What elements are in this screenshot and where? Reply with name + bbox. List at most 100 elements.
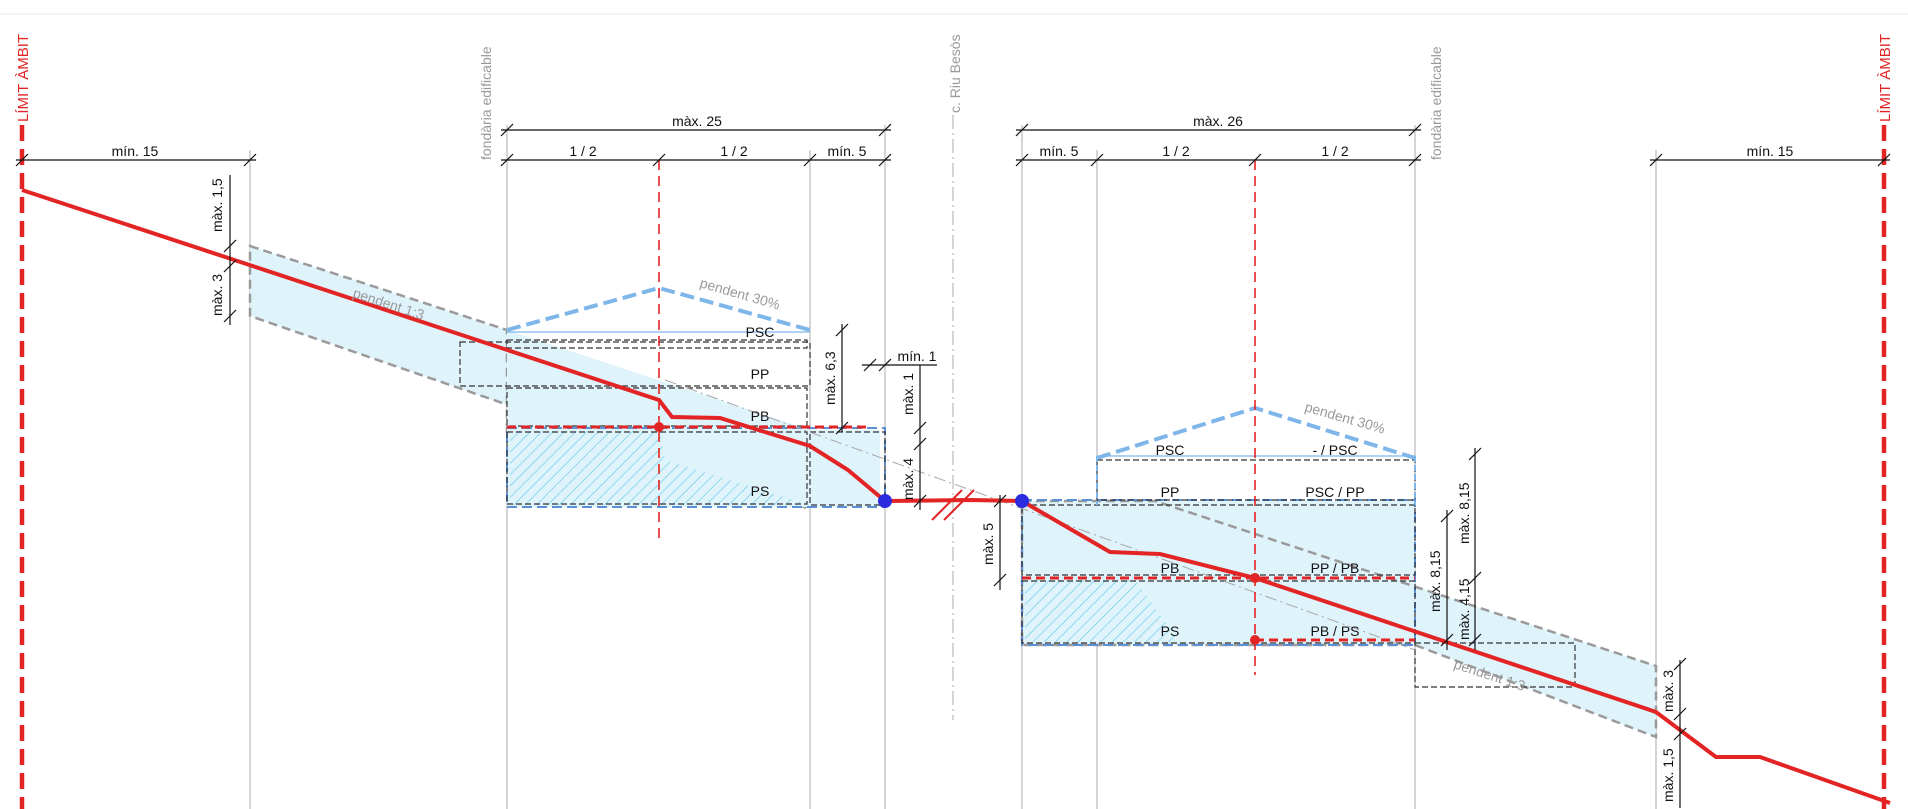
left-axis-point: [654, 422, 664, 432]
left-max-3-text: màx. 3: [209, 274, 225, 316]
right-min-5-text: mín. 5: [1040, 143, 1079, 159]
dim-tick: [835, 323, 849, 337]
right-half-2-text: 1 / 2: [1321, 143, 1348, 159]
right-street-point: [1015, 494, 1029, 508]
dim-tick: [878, 123, 892, 137]
dim-tick: [1408, 153, 1422, 167]
dim-tick: [1468, 447, 1482, 461]
street-label: c. Riu Besòs: [947, 34, 963, 113]
left-ps-label: PS: [751, 483, 770, 499]
pendent-30-right-label: pendent 30%: [1303, 399, 1387, 437]
left-limit-label: LÍMIT ÀMBIT: [15, 34, 32, 122]
dim-tick: [878, 153, 892, 167]
street-break-symbol: [931, 489, 975, 521]
ground-line: [21, 188, 1891, 805]
left-psc-box: [506, 339, 808, 349]
dim-tick: [223, 309, 237, 323]
dim-tick: [993, 494, 1007, 508]
left-half-2-text: 1 / 2: [720, 143, 747, 159]
left-basement-mask: [660, 430, 880, 505]
right-axis-point-low: [1250, 635, 1260, 645]
fondaria-right-label: fondària edificable: [1428, 46, 1444, 160]
right-max-1-5-text: màx. 1,5: [1660, 748, 1676, 802]
right-psc-label: PSC: [1156, 442, 1185, 458]
reference-lines: [249, 125, 1657, 809]
right-setback-text: mín. 15: [1747, 143, 1794, 159]
fondaria-left-label: fondària edificable: [478, 46, 494, 160]
dim-tick: [1877, 153, 1891, 167]
floor-levels: [507, 425, 1415, 642]
right-psc-alt-label: - / PSC: [1312, 442, 1357, 458]
dim-tick: [803, 153, 817, 167]
right-step-box: [1414, 642, 1576, 688]
right-pb-alt-label: PP / PB: [1311, 560, 1360, 576]
left-street-point: [878, 494, 892, 508]
right-max-3-text: màx. 3: [1660, 670, 1676, 712]
left-half-1-text: 1 / 2: [569, 143, 596, 159]
dim-tick: [863, 358, 877, 372]
left-ps-box: [506, 431, 808, 505]
dim-tick: [500, 153, 514, 167]
dim-tick: [1673, 657, 1687, 671]
right-ps-box: [1021, 580, 1416, 644]
right-max-4-15-text: màx. 4,15: [1456, 578, 1472, 640]
right-ps-alt-label: PB / PS: [1310, 623, 1359, 639]
dim-tick: [1248, 153, 1262, 167]
pendent-30-left-label: pendent 30%: [698, 275, 782, 313]
dim-tick: [1468, 633, 1482, 647]
right-pp-box: [1021, 504, 1416, 576]
dim-tick: [913, 494, 927, 508]
right-ps-label: PS: [1161, 623, 1180, 639]
min-1-text: mín. 1: [898, 348, 937, 364]
dim-tick: [243, 153, 257, 167]
right-max-8-15-a-text: màx. 8,15: [1427, 550, 1443, 612]
right-pp-alt-label: PSC / PP: [1305, 484, 1364, 500]
dim-tick: [1015, 123, 1029, 137]
dim-tick: [913, 421, 927, 435]
left-psc-label: PSC: [746, 324, 775, 340]
left-min-5-text: mín. 5: [828, 143, 867, 159]
left-max-1-5-text: màx. 1,5: [209, 178, 225, 232]
dim-tick: [1649, 153, 1663, 167]
left-pp-box: [459, 341, 811, 387]
left-setback-text: mín. 15: [112, 143, 159, 159]
max-5-text: màx. 5: [980, 523, 996, 565]
left-pb-label: PB: [751, 408, 770, 424]
dim-tick: [223, 259, 237, 273]
dim-tick: [500, 123, 514, 137]
left-max-6-3-text: màx. 6,3: [822, 351, 838, 405]
dim-tick: [223, 239, 237, 253]
dim-tick: [1015, 153, 1029, 167]
dim-tick: [1673, 707, 1687, 721]
right-max-8-15-b-text: màx. 8,15: [1456, 482, 1472, 544]
slope-reference-line: [664, 379, 1416, 651]
dim-tick: [993, 573, 1007, 587]
max-4-text: màx. 4: [900, 458, 916, 500]
dim-tick: [1440, 633, 1454, 647]
dim-tick: [1440, 509, 1454, 523]
right-pb-label: PB: [1161, 560, 1180, 576]
right-half-1-text: 1 / 2: [1162, 143, 1189, 159]
dim-tick: [1408, 123, 1422, 137]
right-limit-label: LÍMIT ÀMBIT: [1877, 34, 1894, 122]
dimension-lines: [15, 123, 1891, 808]
right-axis-point: [1250, 573, 1260, 583]
dim-tick: [1090, 153, 1104, 167]
max-1-text: màx. 1: [900, 373, 916, 415]
right-basement-mask: [1135, 580, 1255, 642]
right-psc-box: [1096, 459, 1416, 501]
left-roof-line: [506, 285, 811, 332]
right-total-text: màx. 26: [1193, 113, 1243, 129]
break-line: [931, 489, 963, 521]
dim-tick: [878, 358, 892, 372]
right-pp-label: PP: [1161, 484, 1180, 500]
left-total-text: màx. 25: [672, 113, 722, 129]
break-line: [943, 489, 975, 521]
dim-tick: [1468, 571, 1482, 585]
left-pp-label: PP: [751, 366, 770, 382]
dim-tick: [652, 153, 666, 167]
floor-boxes: [459, 339, 1576, 688]
dim-tick: [1673, 727, 1687, 741]
dim-tick: [913, 437, 927, 451]
